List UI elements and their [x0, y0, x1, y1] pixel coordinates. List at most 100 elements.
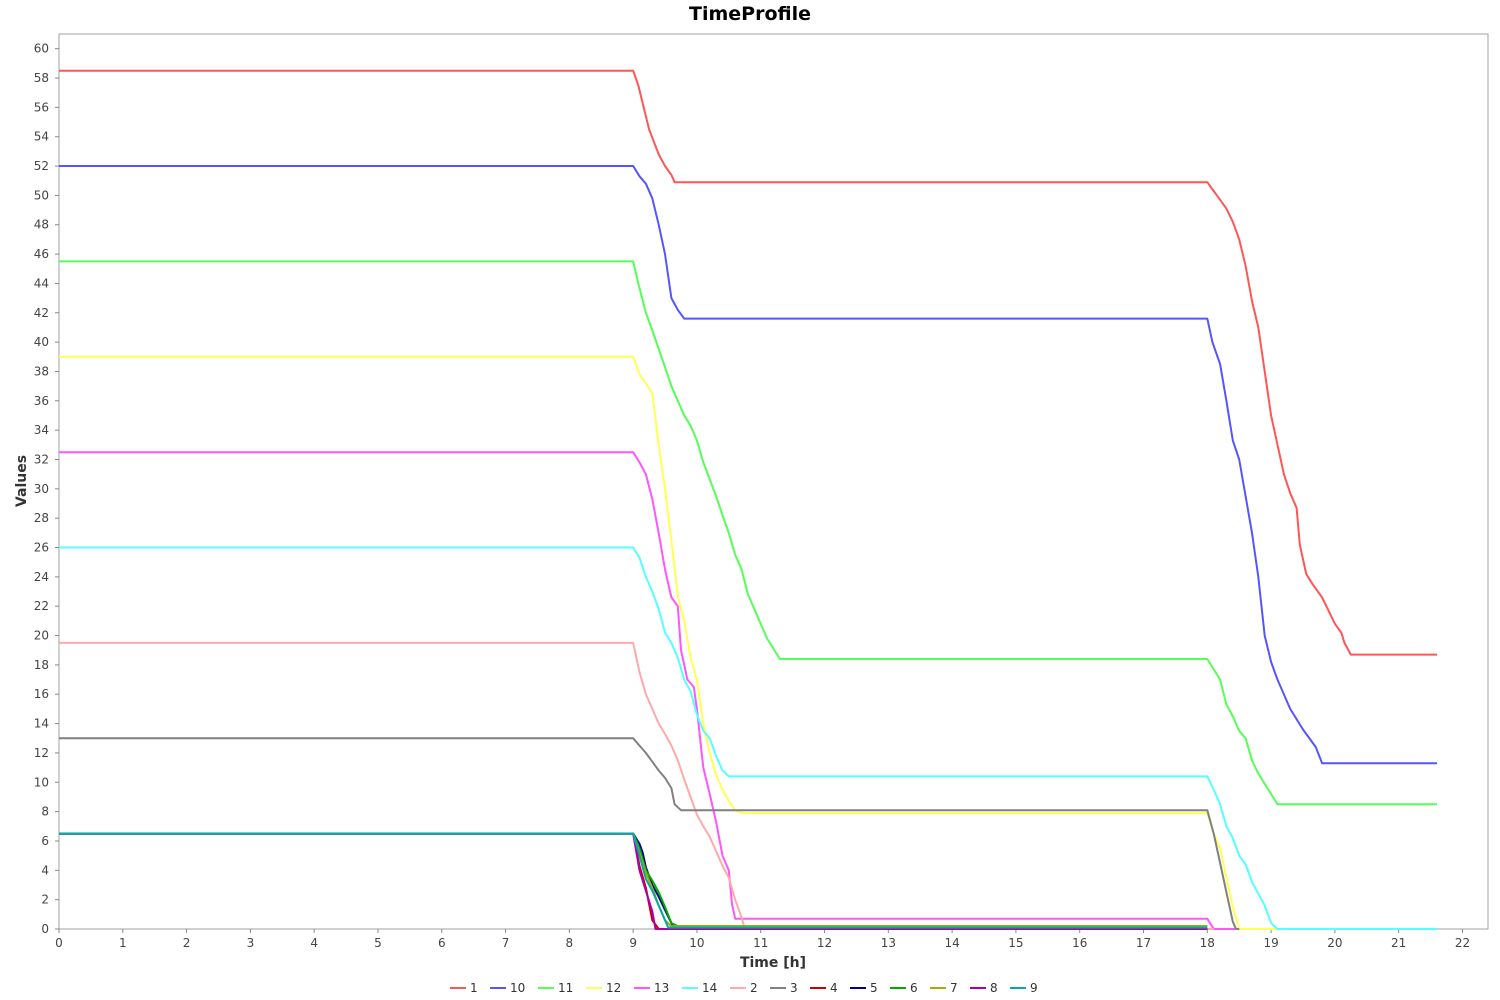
y-tick-label: 18	[34, 658, 49, 672]
x-tick-label: 3	[247, 936, 255, 950]
series-line-14	[59, 546, 1437, 930]
y-axis: 0246810121416182022242628303234363840424…	[34, 42, 59, 936]
y-tick-label: 28	[34, 511, 49, 525]
legend-label: 4	[830, 981, 838, 995]
x-tick-label: 20	[1327, 936, 1342, 950]
x-tick-label: 5	[374, 936, 382, 950]
legend-item-10: 10	[490, 981, 525, 995]
legend-label: 1	[470, 981, 478, 995]
legend: 1 10 11 12 13 14 2 3 4 5 6 7 8 9	[450, 981, 1038, 995]
legend-label: 9	[1030, 981, 1038, 995]
y-tick-label: 30	[34, 482, 49, 496]
x-tick-label: 2	[183, 936, 191, 950]
series-line-5	[59, 832, 1208, 930]
x-tick-label: 22	[1455, 936, 1470, 950]
legend-item-13: 13	[634, 981, 669, 995]
x-axis: 0 1 2 3 4 5 6 7 8 9 10 11 12 13 14 15 16 17 18 19 20 21 22	[55, 929, 1470, 950]
series-line-2	[59, 641, 1214, 930]
series-lines	[59, 69, 1437, 930]
legend-item-8: 8	[970, 981, 998, 995]
legend-item-14: 14	[682, 981, 717, 995]
y-tick-label: 10	[34, 775, 49, 789]
x-tick-label: 7	[502, 936, 510, 950]
y-tick-label: 14	[34, 717, 49, 731]
legend-item-2: 2	[730, 981, 758, 995]
legend-label: 12	[606, 981, 621, 995]
series-line-12	[59, 355, 1437, 930]
legend-item-12: 12	[586, 981, 621, 995]
x-tick-label: 16	[1072, 936, 1087, 950]
y-tick-label: 26	[34, 541, 49, 555]
y-tick-label: 8	[41, 805, 49, 819]
x-tick-label: 10	[689, 936, 704, 950]
legend-label: 5	[870, 981, 878, 995]
x-tick-label: 12	[817, 936, 832, 950]
plot-area	[58, 33, 1489, 930]
y-tick-label: 54	[34, 130, 49, 144]
legend-item-7: 7	[930, 981, 958, 995]
legend-item-5: 5	[850, 981, 878, 995]
y-tick-label: 20	[34, 629, 49, 643]
y-tick-label: 44	[34, 276, 49, 290]
y-tick-label: 48	[34, 218, 49, 232]
y-tick-label: 24	[34, 570, 49, 584]
y-tick-label: 16	[34, 687, 49, 701]
series-line-13	[59, 451, 1240, 930]
series-line-10	[59, 165, 1437, 765]
series-line-9	[59, 832, 1208, 929]
y-tick-label: 34	[34, 423, 49, 437]
legend-label: 13	[654, 981, 669, 995]
y-tick-label: 38	[34, 364, 49, 378]
legend-label: 10	[510, 981, 525, 995]
series-line-11	[59, 260, 1437, 806]
y-tick-label: 50	[34, 188, 49, 202]
x-tick-label: 21	[1391, 936, 1406, 950]
legend-item-9: 9	[1010, 981, 1038, 995]
x-tick-label: 13	[881, 936, 896, 950]
y-tick-label: 36	[34, 394, 49, 408]
y-tick-label: 56	[34, 100, 49, 114]
x-tick-label: 0	[55, 936, 63, 950]
series-line-1	[59, 69, 1437, 656]
legend-label: 3	[790, 981, 798, 995]
y-tick-label: 6	[41, 834, 49, 848]
x-tick-label: 9	[629, 936, 637, 950]
x-tick-label: 4	[310, 936, 318, 950]
x-tick-label: 19	[1263, 936, 1278, 950]
x-tick-label: 17	[1136, 936, 1151, 950]
y-tick-label: 60	[34, 42, 49, 56]
x-tick-label: 8	[566, 936, 574, 950]
legend-label: 14	[702, 981, 717, 995]
y-tick-label: 42	[34, 306, 49, 320]
y-tick-label: 0	[41, 922, 49, 936]
y-tick-label: 32	[34, 452, 49, 466]
x-tick-label: 6	[438, 936, 446, 950]
x-tick-label: 14	[944, 936, 959, 950]
y-axis-title: Values	[14, 455, 30, 507]
x-axis-title: Time [h]	[740, 955, 806, 971]
x-tick-label: 11	[753, 936, 768, 950]
y-tick-label: 22	[34, 599, 49, 613]
y-tick-label: 58	[34, 71, 49, 85]
y-tick-label: 2	[41, 893, 49, 907]
x-tick-label: 18	[1200, 936, 1215, 950]
legend-item-3: 3	[770, 981, 798, 995]
y-tick-label: 52	[34, 159, 49, 173]
y-tick-label: 4	[41, 863, 49, 877]
y-tick-label: 40	[34, 335, 49, 349]
legend-item-4: 4	[810, 981, 838, 995]
legend-label: 7	[950, 981, 958, 995]
legend-item-1: 1	[450, 981, 478, 995]
y-tick-label: 12	[34, 746, 49, 760]
y-tick-label: 46	[34, 247, 49, 261]
legend-label: 11	[558, 981, 573, 995]
legend-item-11: 11	[538, 981, 573, 995]
legend-item-6: 6	[890, 981, 918, 995]
series-line-3	[59, 737, 1240, 930]
legend-label: 8	[990, 981, 998, 995]
x-tick-label: 15	[1008, 936, 1023, 950]
legend-label: 6	[910, 981, 918, 995]
x-tick-label: 1	[119, 936, 127, 950]
legend-label: 2	[750, 981, 758, 995]
